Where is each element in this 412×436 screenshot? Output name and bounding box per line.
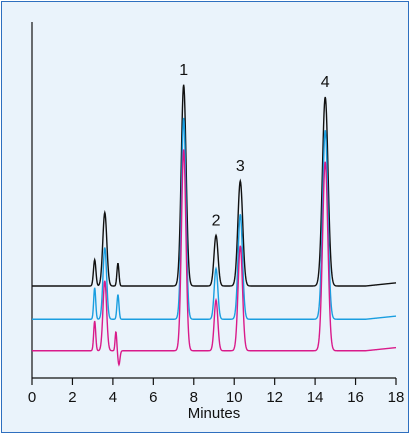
x-tick-label: 2 xyxy=(68,389,76,406)
x-tick-label: 18 xyxy=(388,389,405,406)
x-tick-label: 0 xyxy=(28,389,36,406)
x-tick-label: 16 xyxy=(347,389,364,406)
x-tick-label: 8 xyxy=(190,389,198,406)
trace-line-1 xyxy=(32,84,397,287)
peak-label-3: 3 xyxy=(236,158,245,175)
trace-line-2 xyxy=(32,117,397,320)
trace-line-3 xyxy=(32,149,397,367)
peak-label-4: 4 xyxy=(321,74,330,91)
peak-label-2: 2 xyxy=(212,212,221,229)
traces xyxy=(32,84,397,367)
x-axis-title: Minutes xyxy=(188,405,241,422)
peak-labels: 1 2 3 4 xyxy=(179,62,330,230)
x-tick-label: 14 xyxy=(307,389,324,406)
x-tick-label: 10 xyxy=(226,389,243,406)
x-tick-label: 4 xyxy=(109,389,117,406)
x-ticks: 0 2 4 6 8 10 12 14 16 18 xyxy=(28,378,405,406)
x-tick-label: 12 xyxy=(266,389,283,406)
peak-label-1: 1 xyxy=(179,62,188,79)
x-tick-label: 6 xyxy=(149,389,157,406)
